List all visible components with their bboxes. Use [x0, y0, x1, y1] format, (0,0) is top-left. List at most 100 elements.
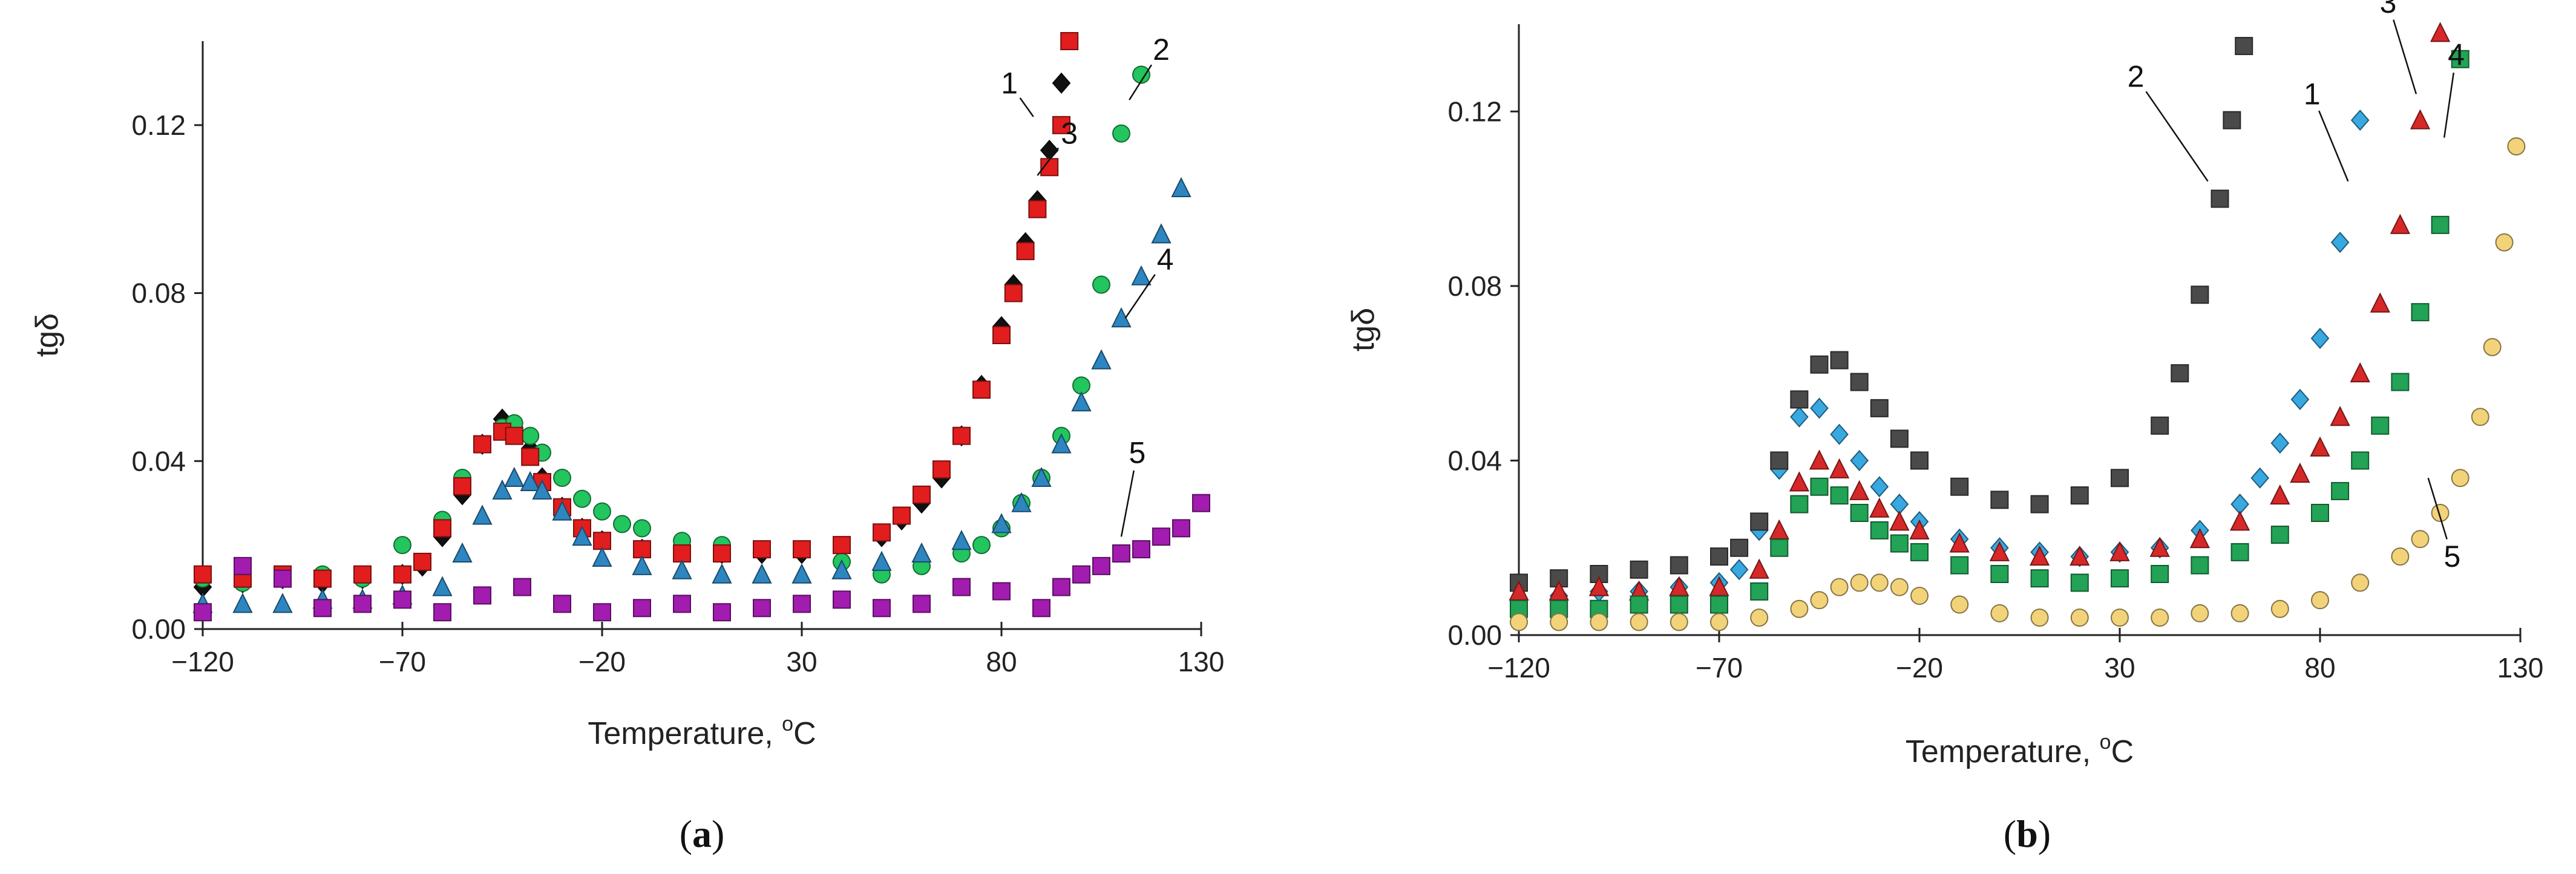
data-point [673, 544, 691, 563]
x-tick-label: 130 [1178, 646, 1225, 677]
data-point [1890, 578, 1909, 596]
data-point [2495, 233, 2514, 252]
data-point [2370, 292, 2390, 313]
data-point [353, 595, 372, 613]
data-point [532, 479, 552, 500]
data-point [2235, 37, 2253, 56]
data-point [1132, 540, 1150, 559]
y-tick-label: 0.00 [131, 613, 186, 645]
data-point [432, 576, 453, 596]
data-point [2483, 338, 2502, 356]
data-point [2223, 111, 2241, 129]
data-point [2111, 469, 2129, 488]
data-point [433, 603, 451, 622]
data-point [2351, 573, 2370, 592]
data-point [831, 559, 852, 579]
data-point [1112, 124, 1130, 143]
data-point [1790, 390, 1809, 409]
x-tick-label: −120 [1487, 652, 1550, 683]
data-point [2350, 362, 2370, 383]
data-point [633, 599, 651, 618]
panel-letter: a [692, 812, 712, 855]
curve-label-leader [2443, 73, 2455, 138]
data-point [991, 513, 1012, 533]
data-point [2111, 569, 2129, 588]
data-point [2330, 232, 2350, 253]
data-point [932, 460, 951, 479]
data-point [2270, 526, 2289, 544]
data-point [1990, 604, 2009, 622]
data-point [873, 523, 891, 542]
data-point [1112, 544, 1130, 563]
y-tick-label: 0.04 [1447, 445, 1502, 476]
data-point [1092, 556, 1110, 575]
data-point [1849, 480, 1870, 500]
data-point [1990, 565, 2009, 583]
data-point [393, 590, 411, 609]
data-point [632, 555, 652, 575]
data-point [1072, 565, 1090, 584]
data-point [393, 536, 411, 555]
data-point [911, 542, 932, 563]
data-point [393, 565, 411, 584]
data-point [274, 569, 292, 588]
data-point [1028, 200, 1047, 218]
data-point [552, 500, 572, 521]
data-point [2431, 215, 2450, 234]
data-point [1052, 72, 1071, 94]
data-point [553, 595, 571, 613]
data-point [1910, 587, 1929, 605]
data-point [2230, 604, 2249, 622]
data-point [833, 536, 851, 555]
data-point [753, 540, 771, 559]
data-point [2310, 327, 2330, 349]
x-axis-title-unit: C [2111, 734, 2134, 769]
data-point [2411, 303, 2430, 322]
data-point [1950, 556, 1969, 575]
data-point [1052, 578, 1070, 596]
data-point [353, 565, 372, 584]
data-point [2431, 504, 2450, 522]
data-point [1850, 573, 1869, 592]
data-point [1809, 449, 1830, 470]
series-3 [194, 32, 1079, 588]
data-point [2270, 484, 2290, 505]
y-tick-label: 0.12 [131, 109, 186, 141]
data-point [2191, 556, 2209, 575]
data-point [592, 546, 612, 567]
x-axis-title-text: Temperature, [1906, 734, 2100, 769]
data-point [1172, 519, 1190, 538]
data-point [2151, 565, 2169, 583]
data-point [1132, 65, 1150, 84]
data-point [2451, 469, 2469, 488]
data-point [194, 565, 212, 584]
data-point [793, 540, 811, 559]
curve-label-leader [2318, 110, 2349, 182]
curve-label: 3 [2380, 0, 2397, 19]
data-point [593, 603, 611, 622]
panel-letter: b [2016, 812, 2038, 855]
x-tick-label: −70 [1696, 652, 1743, 683]
data-point [1810, 477, 1829, 496]
data-point [972, 380, 991, 399]
data-point [1510, 613, 1528, 631]
curve-label: 4 [2448, 38, 2465, 72]
data-point [2391, 373, 2410, 391]
data-point [1950, 477, 1969, 496]
data-point [1890, 429, 1909, 448]
data-point [492, 479, 513, 500]
data-point [513, 578, 531, 596]
curve-label-leader [2427, 477, 2448, 540]
data-point [473, 435, 491, 454]
data-point [2330, 406, 2350, 426]
data-point [2331, 481, 2350, 500]
data-point [493, 422, 511, 441]
data-point [2451, 50, 2469, 68]
data-point [833, 590, 851, 609]
x-tick-label: 80 [2304, 652, 2335, 683]
data-point [1949, 532, 1970, 553]
data-point [673, 595, 691, 613]
data-point [433, 519, 451, 538]
curve-label-leader [1037, 147, 1060, 176]
curve-label-leader [1120, 470, 1135, 537]
